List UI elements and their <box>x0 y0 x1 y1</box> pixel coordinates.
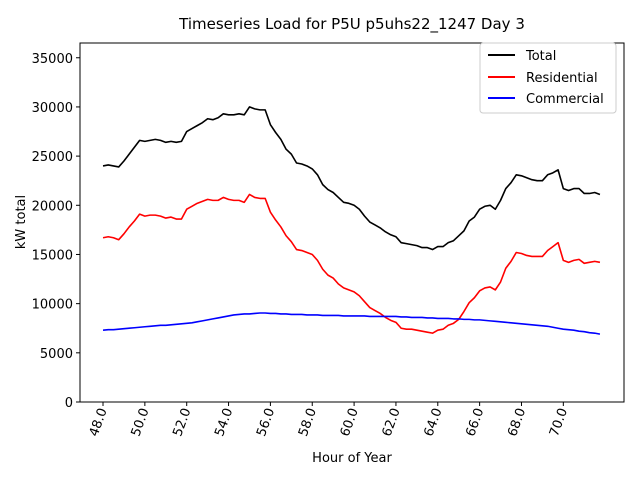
legend-label-residential: Residential <box>526 71 598 86</box>
series-line-commercial <box>102 312 601 335</box>
y-tick-label: 10000 <box>32 298 73 313</box>
y-axis-label: kW total <box>14 195 29 249</box>
legend-box <box>479 42 617 114</box>
y-tick-label: 20000 <box>32 199 73 214</box>
series-line-total <box>102 106 601 251</box>
y-tick-label: 30000 <box>32 101 73 116</box>
x-axis-label: Hour of Year <box>312 451 392 466</box>
legend-label-commercial: Commercial <box>526 92 604 107</box>
chart-title: Timeseries Load for P5U p5uhs22_1247 Day… <box>178 15 525 34</box>
plot-frame <box>79 42 625 403</box>
y-tick-label: 5000 <box>40 347 73 362</box>
y-tick-label: 35000 <box>32 52 73 67</box>
legend-label-total: Total <box>525 49 556 64</box>
legend: Total Residential Commercial <box>479 42 617 114</box>
series-line-residential <box>102 193 601 334</box>
y-tick-label: 15000 <box>32 248 73 263</box>
y-axis: 0 5000 10000 15000 20000 25000 30000 35000 <box>32 52 80 411</box>
y-tick-label: 0 <box>65 396 73 411</box>
y-tick-label: 25000 <box>32 150 73 165</box>
series-layer <box>102 106 601 335</box>
